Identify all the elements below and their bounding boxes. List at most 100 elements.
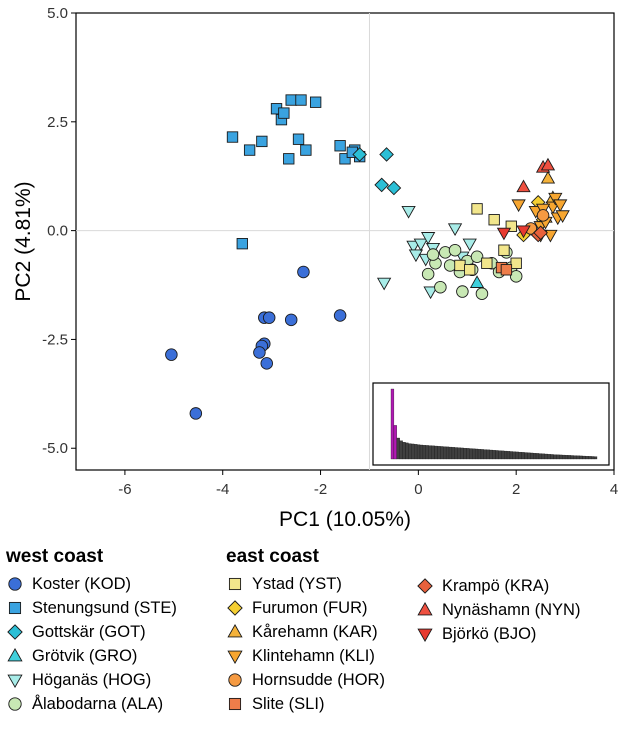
- point-h-gan-s-hog: [462, 238, 477, 252]
- inset-bar: [440, 446, 444, 460]
- inset-bar: [448, 446, 453, 460]
- point--labodarna-ala: [509, 270, 523, 283]
- legend-marker-icon: [7, 624, 23, 640]
- inset-bar: [579, 455, 583, 460]
- legend-label: Ystad (YST): [252, 574, 342, 593]
- point-kramp-kra: [533, 225, 548, 241]
- point-stenungsund-ste: [339, 153, 351, 165]
- legend-marker-icon: [417, 578, 433, 594]
- point-gottsk-r-got: [374, 177, 389, 193]
- inset-bar: [518, 451, 522, 460]
- inset-bar: [428, 445, 432, 460]
- legend-west-coast: west coast Koster (KOD) Stenungsund (STE)…: [6, 546, 177, 716]
- legend-marker-icon: [7, 674, 23, 689]
- point-koster-kod: [189, 407, 203, 420]
- point--labodarna-ala: [426, 248, 440, 261]
- legend-marker-icon: [8, 601, 22, 615]
- inset-bar: [521, 452, 525, 460]
- legend-item: Ystad (YST): [226, 572, 385, 596]
- legend-marker-icon: [8, 697, 22, 711]
- point-slite-sli: [500, 264, 513, 276]
- point-koster-kod: [165, 348, 178, 361]
- legend-label: Höganäs (HOG): [32, 670, 152, 689]
- legend-label: Furumon (FUR): [252, 598, 368, 617]
- y-tick-label: 2.5: [47, 114, 68, 131]
- inset-bar: [535, 453, 540, 460]
- point-stenungsund-ste: [334, 140, 346, 152]
- point-koster-kod: [297, 265, 310, 279]
- legend-label: Grötvik (GRO): [32, 646, 138, 665]
- inset-bar: [422, 445, 426, 460]
- point-koster-kod: [333, 309, 347, 322]
- inset-bar: [396, 437, 400, 460]
- y-tick-label: 5.0: [47, 5, 68, 22]
- inset-bar: [547, 454, 551, 460]
- legend-label: Björkö (BJO): [442, 624, 537, 643]
- inset-bar: [472, 448, 476, 460]
- inset-bar: [443, 446, 447, 460]
- point-stenungsund-ste: [300, 144, 312, 156]
- inset-bar: [533, 453, 537, 460]
- point-h-gan-s-hog: [447, 223, 463, 237]
- legend-item: Krampö (KRA): [416, 574, 580, 598]
- point-bj-rk-bjo: [496, 227, 512, 241]
- point-h-gan-s-hog: [413, 238, 428, 252]
- point-h-gan-s-hog: [423, 286, 438, 300]
- point-stenungsund-ste: [295, 94, 307, 106]
- legend-marker-icon: [228, 673, 242, 687]
- y-tick-label: -2.5: [42, 331, 68, 348]
- legend-item: Stenungsund (STE): [6, 596, 177, 620]
- point-h-gan-s-hog: [408, 249, 424, 263]
- legend-label: Gottskär (GOT): [32, 622, 146, 641]
- point-klintehamn-kli: [545, 201, 561, 215]
- legend-marker-icon: [7, 647, 23, 662]
- legend-east-title: east coast: [226, 546, 319, 567]
- inset-bar: [431, 445, 435, 460]
- legend-label: Stenungsund (STE): [32, 598, 177, 617]
- point-nyn-shamn-nyn: [516, 179, 531, 193]
- point-ystad-yst: [498, 244, 510, 256]
- legend-marker-icon: [417, 601, 433, 616]
- pca-scatter-chart: -6 -4 -2 0 2 4 5.0 2.5 0.0 -2.5 -5.0 PC1 (10.05%) PC…: [12, 5, 618, 531]
- x-axis-label: PC1 (10.05%): [279, 508, 411, 531]
- inset-bar: [498, 450, 502, 460]
- point-stenungsund-ste: [285, 94, 297, 106]
- x-tick-label: 2: [512, 481, 520, 498]
- inset-bar: [393, 425, 397, 460]
- legend-label: Nynäshamn (NYN): [442, 600, 581, 619]
- point-ystad-yst: [510, 257, 522, 269]
- inset-bar: [559, 454, 563, 460]
- legend-label: Kårehamn (KAR): [252, 622, 378, 641]
- legend-label: Ålabodarna (ALA): [32, 694, 164, 713]
- legend-marker-icon: [8, 577, 22, 591]
- inset-bar: [480, 449, 484, 460]
- point-ystad-yst: [454, 259, 466, 272]
- point-stenungsund-ste: [236, 238, 248, 250]
- inset-bar: [469, 448, 473, 460]
- point-h-gan-s-hog: [406, 240, 421, 254]
- inset-bar: [405, 442, 409, 460]
- legend-item: Slite (SLI): [226, 692, 385, 716]
- point--labodarna-ala: [456, 285, 469, 298]
- inset-bar: [445, 446, 450, 460]
- x-tick-label: -6: [118, 481, 131, 498]
- legend-marker-icon: [228, 577, 242, 591]
- x-tick-label: 4: [610, 481, 618, 498]
- inset-bar: [460, 447, 464, 460]
- legend-item: Koster (KOD): [6, 572, 177, 596]
- point-h-gan-s-hog: [401, 205, 416, 219]
- point-ystad-yst: [481, 257, 493, 269]
- legend-label: Slite (SLI): [252, 694, 325, 713]
- y-tick-label: -5.0: [42, 440, 68, 457]
- inset-bar: [457, 447, 461, 460]
- point-koster-kod: [284, 313, 298, 327]
- inset-bar: [553, 454, 557, 460]
- legend-label: Hornsudde (HOR): [252, 670, 385, 689]
- point-bj-rk-bjo: [516, 225, 531, 239]
- inset-bar: [402, 442, 406, 460]
- inset-bar: [585, 456, 589, 460]
- inset-bar: [414, 444, 418, 460]
- inset-bar: [576, 455, 580, 460]
- inset-bar: [588, 456, 592, 460]
- inset-bar: [463, 447, 467, 460]
